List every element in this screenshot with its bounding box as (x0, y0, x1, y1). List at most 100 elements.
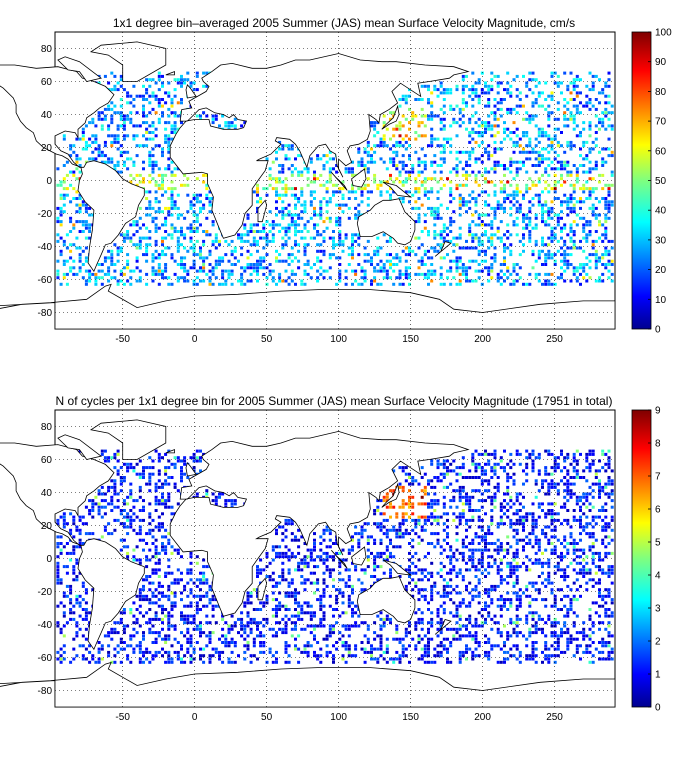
data-cell (122, 117, 126, 121)
data-cell (607, 575, 611, 578)
data-cell (471, 489, 475, 493)
data-cell (157, 226, 161, 230)
data-cell (607, 588, 611, 592)
data-cell (496, 489, 500, 493)
data-cell (465, 272, 468, 276)
data-cell (202, 230, 206, 233)
data-cell (157, 561, 161, 565)
data-cell (610, 515, 614, 519)
data-cell (389, 137, 392, 141)
data-cell (452, 551, 456, 555)
data-cell (525, 479, 529, 483)
data-cell (512, 462, 516, 466)
data-cell (515, 167, 519, 171)
data-cell (170, 111, 174, 115)
data-cell (100, 492, 104, 496)
data-cell (442, 98, 446, 101)
data-cell (461, 167, 465, 171)
data-cell (116, 259, 120, 263)
data-cell (585, 466, 589, 470)
data-cell (512, 555, 516, 559)
data-cell (439, 515, 443, 519)
data-cell (427, 515, 430, 519)
data-cell (601, 111, 605, 115)
data-cell (509, 157, 513, 161)
data-cell (585, 223, 589, 227)
data-cell (537, 456, 541, 460)
data-cell (278, 140, 282, 144)
data-cell (468, 233, 472, 237)
data-cell (56, 568, 60, 572)
data-cell (94, 157, 98, 161)
data-cell (496, 545, 500, 549)
data-cell (84, 210, 88, 214)
data-cell (607, 200, 611, 204)
data-cell (110, 495, 114, 499)
data-cell (458, 485, 462, 489)
data-cell (518, 462, 522, 466)
data-cell (227, 269, 231, 273)
data-cell (151, 220, 155, 224)
data-cell (157, 525, 161, 529)
data-cell (610, 127, 614, 131)
data-cell (135, 134, 139, 138)
data-cell (455, 88, 459, 92)
data-cell (582, 157, 586, 161)
data-cell (512, 107, 516, 111)
data-cell (373, 575, 377, 578)
data-cell (227, 499, 231, 503)
data-cell (319, 548, 323, 552)
data-cell (607, 117, 611, 121)
data-cell (493, 462, 497, 466)
data-cell (167, 584, 171, 588)
data-cell (294, 282, 297, 286)
data-cell (534, 551, 538, 555)
data-cell (556, 140, 560, 144)
data-cell (338, 236, 342, 240)
data-cell (547, 111, 551, 115)
data-cell (604, 84, 608, 88)
data-cell (306, 578, 310, 582)
data-cell (420, 489, 424, 493)
data-cell (547, 581, 551, 585)
data-cell (284, 154, 288, 158)
data-cell (183, 588, 187, 592)
data-cell (471, 538, 475, 542)
data-cell (607, 449, 611, 453)
data-cell (560, 144, 563, 148)
data-cell (458, 213, 462, 217)
data-cell (145, 127, 149, 131)
data-cell (430, 134, 434, 138)
data-cell (189, 239, 193, 243)
data-cell (94, 124, 98, 128)
data-cell (316, 555, 320, 559)
data-cell (471, 127, 475, 131)
data-cell (69, 266, 73, 270)
data-cell (313, 542, 316, 545)
data-cell (566, 472, 570, 476)
data-cell (528, 121, 532, 125)
data-cell (439, 144, 443, 148)
data-cell (84, 206, 88, 210)
data-cell (423, 226, 427, 230)
data-cell (69, 256, 73, 260)
data-cell (404, 147, 408, 151)
data-cell (531, 197, 535, 200)
data-cell (290, 173, 294, 177)
data-cell (376, 499, 380, 503)
data-cell (91, 505, 95, 509)
data-cell (496, 147, 500, 151)
data-cell (192, 266, 196, 270)
data-cell (176, 456, 180, 460)
data-cell (531, 164, 535, 167)
data-cell (449, 482, 453, 486)
data-cell (547, 137, 551, 141)
data-cell (512, 203, 516, 207)
data-cell (569, 183, 573, 187)
data-cell (300, 210, 304, 214)
data-cell (211, 239, 215, 243)
data-cell (503, 190, 506, 194)
data-cell (404, 472, 408, 476)
data-cell (154, 144, 158, 148)
data-cell (487, 154, 491, 158)
